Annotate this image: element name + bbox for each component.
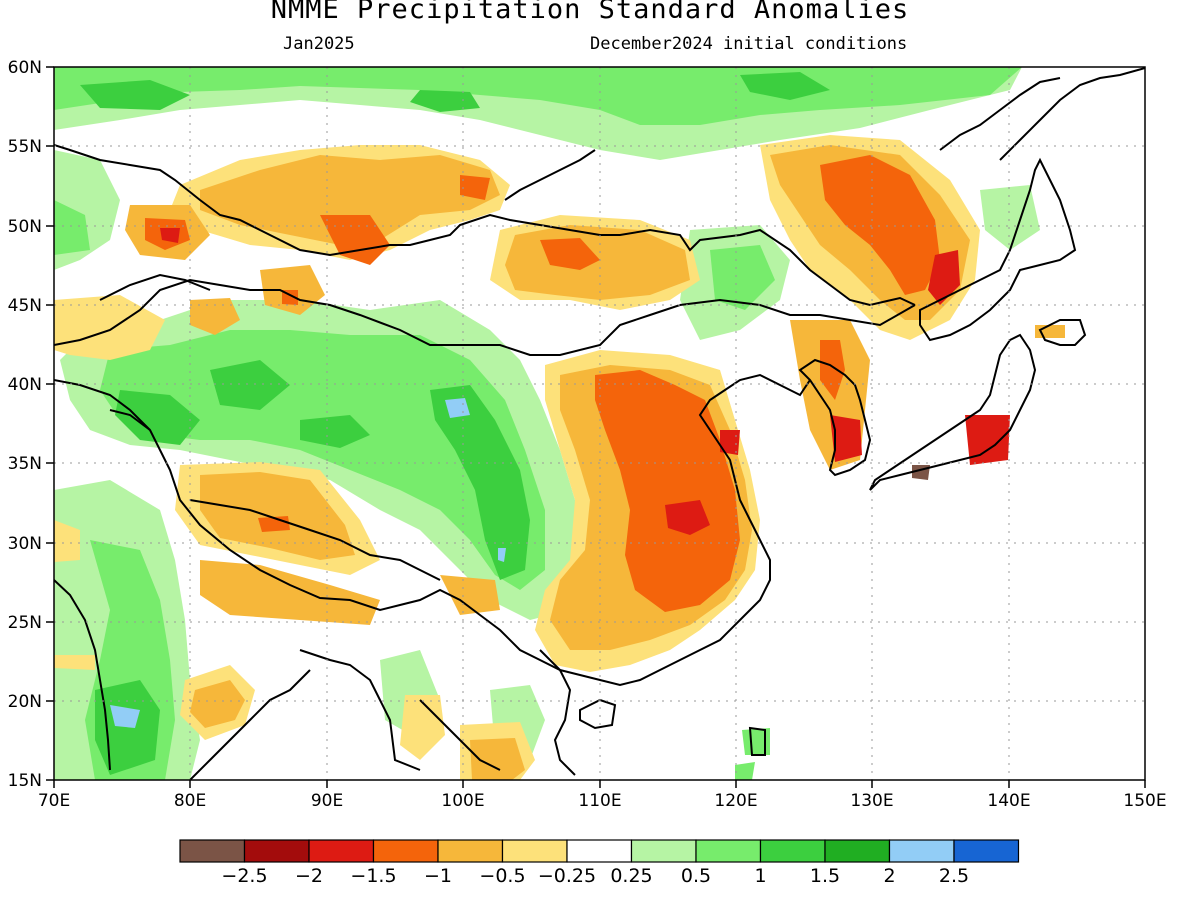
lat-label: 30N — [8, 534, 42, 554]
colorbar-label: −0.25 — [538, 865, 596, 887]
latitude-labels: 60N 55N 50N 45N 40N 35N 30N 25N 20N 15N — [8, 58, 42, 791]
colorbar-swatch — [308, 839, 375, 863]
lat-label: 15N — [8, 771, 42, 791]
axis-ticks — [46, 66, 1146, 788]
lon-label: 150E — [1123, 791, 1166, 811]
forecast-month: Jan2025 — [283, 34, 355, 54]
colorbar-label: −0.5 — [479, 865, 525, 887]
colorbar-label: 2 — [883, 865, 895, 887]
lat-label: 55N — [8, 137, 42, 157]
grid-lines — [54, 67, 1145, 780]
coastlines — [54, 67, 1145, 780]
colorbar-swatch — [437, 839, 504, 863]
lon-label: 130E — [850, 791, 893, 811]
colorbar-swatch — [630, 839, 697, 863]
colorbar: −2.5 −2 −1.5 −1 −0.5 −0.25 0.25 0.5 1 1.5 2 2.5 — [179, 839, 1020, 887]
colorbar-label: 1.5 — [810, 865, 840, 887]
colorbar-swatch — [953, 839, 1020, 863]
lat-label: 20N — [8, 692, 42, 712]
lon-label: 80E — [174, 791, 206, 811]
colorbar-label: −2.5 — [221, 865, 267, 887]
colorbar-swatch — [243, 839, 310, 863]
wet-anomaly-regions — [54, 67, 1040, 780]
lat-label: 40N — [8, 375, 42, 395]
lon-label: 120E — [714, 791, 757, 811]
chart-title: NMME Precipitation Standard Anomalies — [270, 0, 910, 25]
colorbar-label: −2 — [295, 865, 323, 887]
colorbar-swatch — [179, 839, 246, 863]
colorbar-swatch — [888, 839, 955, 863]
colorbar-label: −1 — [424, 865, 452, 887]
colorbar-swatch — [566, 839, 633, 863]
anomaly-fields — [54, 67, 1145, 780]
colorbar-label: −1.5 — [350, 865, 396, 887]
lon-label: 110E — [578, 791, 621, 811]
colorbar-label: 2.5 — [939, 865, 969, 887]
lat-label: 60N — [8, 58, 42, 78]
longitude-labels: 70E 80E 90E 100E 110E 120E 130E 140E 150… — [38, 791, 1167, 811]
colorbar-swatch — [372, 839, 439, 863]
initial-conditions: December2024 initial conditions — [590, 34, 908, 54]
colorbar-label: 0.5 — [681, 865, 711, 887]
lat-label: 35N — [8, 454, 42, 474]
lon-label: 100E — [441, 791, 484, 811]
lon-label: 90E — [311, 791, 343, 811]
colorbar-swatch — [501, 839, 568, 863]
lat-label: 45N — [8, 296, 42, 316]
colorbar-label: 1 — [754, 865, 766, 887]
lat-label: 50N — [8, 217, 42, 237]
colorbar-swatch — [695, 839, 762, 863]
lon-label: 140E — [987, 791, 1030, 811]
colorbar-swatch — [759, 839, 826, 863]
colorbar-label: 0.25 — [610, 865, 652, 887]
lon-label: 70E — [38, 791, 70, 811]
lat-label: 25N — [8, 613, 42, 633]
colorbar-swatch — [824, 839, 891, 863]
